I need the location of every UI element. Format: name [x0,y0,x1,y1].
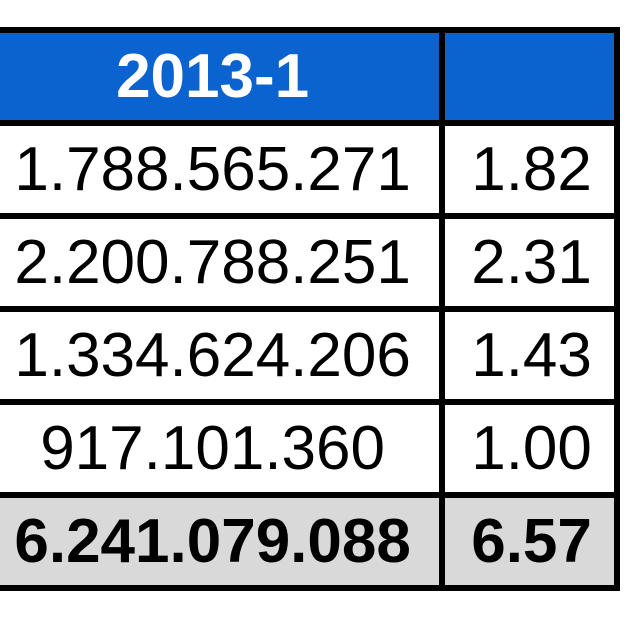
data-table: 2013-1 1.788.565.271 1.82 2.200.788.251 … [0,27,620,591]
total-cell: 6.57 [439,492,620,591]
table-cell: 1.43 [439,306,620,405]
table-cell: 2.200.788.251 [0,213,446,312]
table-row: 917.101.360 1.00 [0,399,620,498]
table-row: 2.200.788.251 2.31 [0,213,620,312]
table-cell: 1.334.624.206 [0,306,446,405]
table-row: 1.788.565.271 1.82 [0,120,620,219]
table-cell: 1.788.565.271 [0,120,446,219]
column-header-2013-1: 2013-1 [0,27,446,126]
total-cell: 6.241.079.088 [0,492,446,591]
table-row: 1.334.624.206 1.43 [0,306,620,405]
column-header-next [439,27,620,126]
table-cell: 2.31 [439,213,620,312]
table-cell: 1.00 [439,399,620,498]
header-row: 2013-1 [0,27,620,126]
table-cell: 1.82 [439,120,620,219]
total-row: 6.241.079.088 6.57 [0,492,620,591]
table-cell: 917.101.360 [0,399,446,498]
